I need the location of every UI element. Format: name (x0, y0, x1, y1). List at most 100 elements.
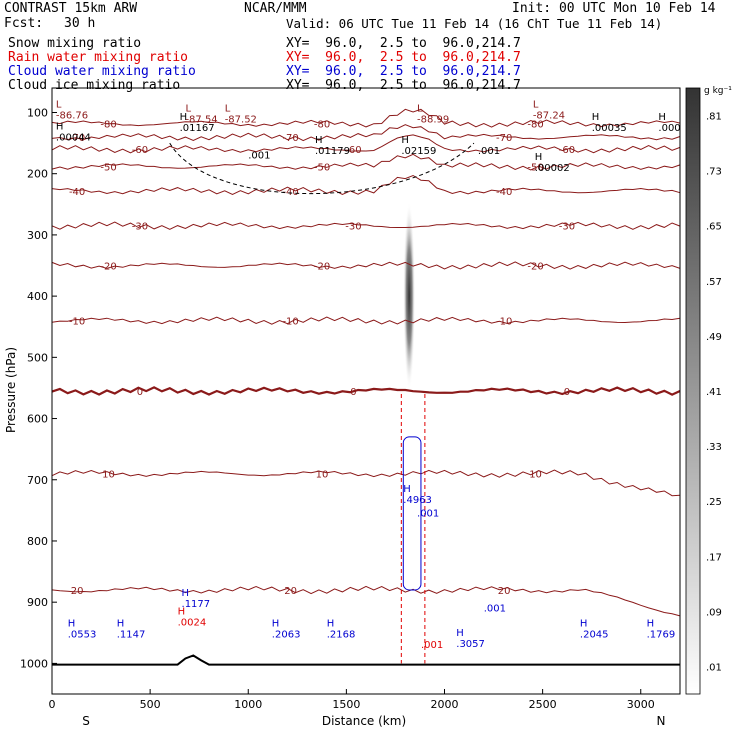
snow-shading-column (403, 201, 416, 392)
extremum-marker-1: L (185, 103, 191, 114)
extremum-value-8: .02159 (401, 146, 436, 157)
cloud-water-xy: XY= 96.0, 2.5 to 96.0,214.7 (286, 64, 521, 79)
extremum-value-10: .00035 (592, 123, 627, 134)
extremum-marker-7: H (315, 135, 323, 146)
rain-legend-label: Rain water mixing ratio (8, 50, 189, 65)
extremum-marker-14: H (117, 619, 125, 630)
extremum-value-17: .2063 (272, 630, 301, 641)
colorbar-unit: g kg⁻¹ (704, 86, 732, 96)
y-tick-label-500: 500 (27, 351, 48, 364)
x-axis-north-label: N (657, 714, 666, 728)
x-tick-label-500: 500 (140, 698, 161, 711)
isotherm-label--20-1: -20 (314, 262, 330, 273)
isotherm-label--30-2: -30 (559, 222, 575, 233)
isotherm-label-0-2: 0 (564, 387, 570, 398)
colorbar-tick-10: .81 (706, 112, 722, 123)
isotherm-label-0-0: 0 (137, 387, 143, 398)
isotherm--60 (51, 134, 681, 154)
isotherm-label--30-0: -30 (132, 222, 148, 233)
cloud-water-legend-label: Cloud water mixing ratio (8, 64, 196, 79)
x-tick-label-0: 0 (49, 698, 56, 711)
isotherm-label--60-1: -60 (345, 145, 361, 156)
x-tick-label-3000: 3000 (627, 698, 655, 711)
isotherm-label--60-0: -60 (132, 145, 148, 156)
extremum-value-7: .01179 (315, 146, 350, 157)
extremum-value-20: .2045 (580, 630, 609, 641)
extremum-marker-16: H (178, 606, 186, 617)
isotherm--20 (51, 261, 681, 270)
isotherm-label--50-0: -50 (100, 162, 116, 173)
isotherm-label--10-0: -10 (69, 317, 85, 328)
isotherm--30 (51, 221, 681, 230)
isotherm-label-0-1: 0 (350, 387, 356, 398)
colorbar-tick-1: .09 (706, 607, 722, 618)
isotherm-10 (51, 469, 681, 497)
extremum-marker-20: H (580, 619, 588, 630)
isotherm--80 (51, 108, 681, 128)
isotherm-label--50-1: -50 (314, 162, 330, 173)
model-title: CONTRAST 15km ARW (4, 1, 138, 16)
extremum-marker-10: H (592, 112, 600, 123)
colorbar-tick-5: .41 (706, 387, 722, 398)
contour-annotation-4: .001 (421, 640, 443, 651)
isotherm-label--80-2: -80 (527, 120, 543, 131)
cloud-ice-xy: XY= 96.0, 2.5 to 96.0,214.7 (286, 78, 521, 93)
y-tick-label-200: 200 (27, 168, 48, 181)
extremum-marker-2: L (225, 103, 231, 114)
extremum-marker-18: H (327, 619, 335, 630)
colorbar-tick-6: .49 (706, 332, 722, 343)
extremum-value-16: .0024 (178, 617, 207, 628)
x-axis-title: Distance (km) (322, 714, 406, 728)
isotherm-label--30-1: -30 (345, 222, 361, 233)
cloud-ice-legend-label: Cloud ice mixing ratio (8, 78, 181, 93)
x-tick-label-1000: 1000 (234, 698, 262, 711)
extremum-marker-4: L (533, 100, 539, 111)
colorbar-tick-3: .25 (706, 497, 722, 508)
extremum-marker-6: H (180, 112, 188, 123)
extremum-marker-13: H (68, 619, 76, 630)
isotherm-label-10-2: 10 (529, 470, 542, 481)
rain-xy: XY= 96.0, 2.5 to 96.0,214.7 (286, 50, 521, 65)
extremum-marker-17: H (272, 619, 280, 630)
isotherm-label-20-2: 20 (498, 586, 511, 597)
extremum-value-21: .1769 (647, 630, 676, 641)
isotherm-label--70-0: -70 (69, 133, 85, 144)
y-axis-title: Pressure (hPa) (4, 347, 18, 433)
isotherm--50 (51, 153, 681, 171)
extremum-marker-5: H (56, 122, 64, 133)
y-tick-label-400: 400 (27, 290, 48, 303)
extremum-value-13: .0553 (68, 630, 97, 641)
extremum-value-1: -87.54 (185, 114, 217, 125)
isotherm-label--80-1: -80 (314, 120, 330, 131)
isotherm-label--80-0: -80 (100, 120, 116, 131)
fcst-value: 30 h (64, 16, 96, 31)
valid-time: Valid: 06 UTC Tue 11 Feb 14 (16 ChT Tue … (286, 16, 663, 31)
extremum-marker-9: H (535, 152, 543, 163)
y-tick-label-300: 300 (27, 229, 48, 242)
extremum-value-14: .1147 (117, 630, 146, 641)
extremum-marker-21: H (647, 619, 655, 630)
cloud-water-column (402, 436, 422, 591)
isotherm-label-20-0: 20 (71, 586, 84, 597)
extremum-value-15: .1177 (182, 599, 211, 610)
contour-annotation-1: .001 (478, 146, 500, 157)
colorbar-tick-8: .65 (706, 222, 722, 233)
extremum-value-0: -86.76 (56, 111, 88, 122)
isotherm-label--40-1: -40 (282, 187, 298, 198)
contour-annotation-0: .001 (248, 150, 270, 161)
isotherm-label-10-0: 10 (102, 470, 115, 481)
isotherm-label-20-1: 20 (284, 586, 297, 597)
extremum-value-5: .00044 (56, 133, 91, 144)
isotherm-label--10-2: -10 (496, 317, 512, 328)
isotherm-label--70-2: -70 (496, 133, 512, 144)
isotherm--40 (51, 174, 681, 195)
fcst-label: Fcst: (4, 16, 44, 31)
y-tick-label-700: 700 (27, 474, 48, 487)
extremum-marker-15: H (182, 588, 190, 599)
contour-annotation-3: .001 (484, 603, 506, 614)
x-axis-south-label: S (82, 714, 90, 728)
colorbar-tick-9: .73 (706, 167, 722, 178)
extremum-value-6: .01167 (180, 123, 215, 134)
colorbar-tick-7: .57 (706, 277, 722, 288)
